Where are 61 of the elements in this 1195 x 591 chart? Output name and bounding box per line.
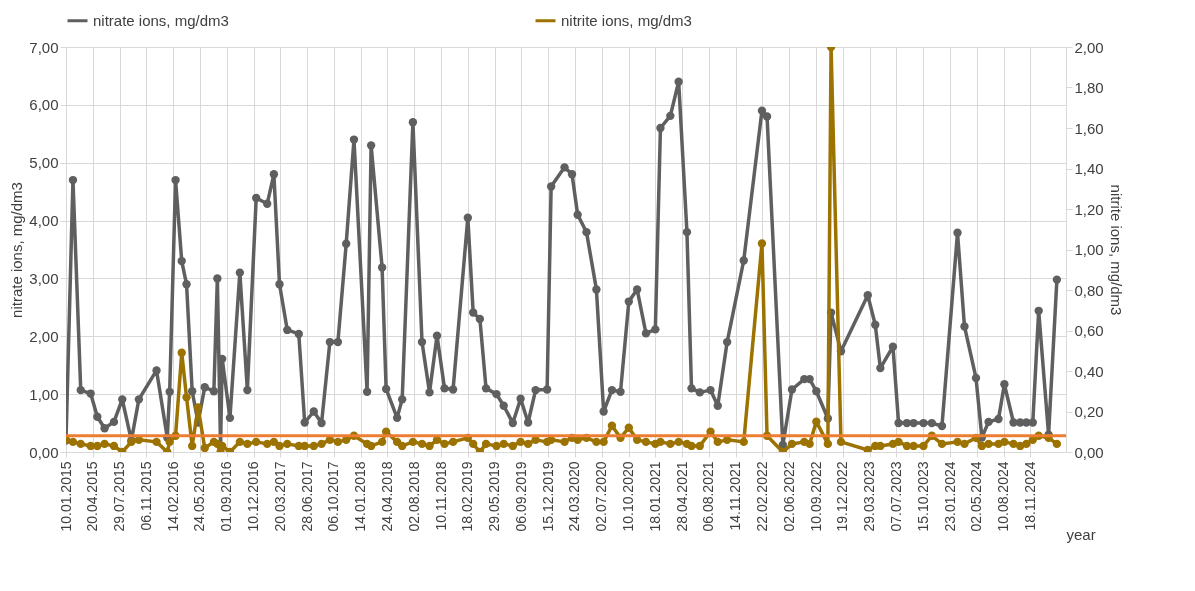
y2-tick-label: 1,00 <box>1074 241 1104 258</box>
x-tick-label: 24.03.2020 <box>566 461 583 532</box>
x-tick-label: 10.12.2016 <box>245 461 262 532</box>
y2-tick-label: 0,00 <box>1074 443 1104 461</box>
y-tick-label: 0,00 <box>29 443 59 461</box>
y2-tick-label: 2,00 <box>1074 38 1104 56</box>
y2-axis-title: nitrite ions, mg/dm3 <box>1107 184 1125 316</box>
y-tick-label: 2,00 <box>29 327 59 345</box>
x-tick-label: 28.04.2021 <box>673 461 690 532</box>
y-tick-label: 4,00 <box>29 212 59 230</box>
y2-tick-label: 0,80 <box>1074 281 1104 299</box>
y2-tick-label: 0,60 <box>1074 322 1104 339</box>
x-tick-label: 10.08.2024 <box>995 461 1012 532</box>
x-tick-label: 14.02.2016 <box>164 461 181 532</box>
y2-tick-label: 1,60 <box>1074 119 1104 137</box>
y2-tick-label: 0,20 <box>1074 403 1104 420</box>
x-tick-label: 24.04.2018 <box>378 461 395 532</box>
x-tick-label: 23.01.2024 <box>941 461 958 532</box>
x-tick-label: 10.10.2020 <box>620 461 637 532</box>
y-tick-label: 6,00 <box>29 96 59 114</box>
x-tick-label: 06.09.2019 <box>512 461 529 532</box>
x-tick-label: 20.03.2017 <box>271 461 288 532</box>
x-tick-label: 15.10.2023 <box>914 461 931 532</box>
y-tick-label: 5,00 <box>29 154 59 172</box>
x-tick-label: 02.05.2024 <box>968 461 985 532</box>
x-tick-label: 14.11.2021 <box>727 461 744 531</box>
x-tick-label: 02.07.2020 <box>593 461 610 532</box>
x-tick-label: 29.03.2023 <box>861 461 878 532</box>
x-tick-label: 10.01.2015 <box>57 461 74 532</box>
x-tick-label: 06.11.2015 <box>137 461 154 531</box>
x-tick-label: 20.04.2015 <box>84 461 101 532</box>
x-tick-label: 06.08.2021 <box>700 461 717 532</box>
x-tick-label: 29.05.2019 <box>486 461 503 532</box>
x-tick-label: 10.11.2018 <box>432 461 449 531</box>
y-tick-label: 7,00 <box>29 38 59 56</box>
x-tick-label: 29.07.2015 <box>111 461 128 532</box>
x-tick-label: 02.06.2022 <box>780 461 797 532</box>
x-tick-label: 15.12.2019 <box>539 461 556 532</box>
x-tick-label: 06.10.2017 <box>325 461 342 532</box>
y2-tick-label: 0,40 <box>1074 362 1104 380</box>
x-tick-label: 19.12.2022 <box>834 461 851 532</box>
y2-tick-label: 1,80 <box>1074 79 1104 96</box>
x-tick-label: 28.06.2017 <box>298 461 315 532</box>
x-tick-label: 18.11.2024 <box>1021 461 1038 531</box>
x-tick-label: 24.05.2016 <box>191 461 208 532</box>
y2-tick-label: 1,20 <box>1074 200 1104 218</box>
legend-label: nitrate ions, mg/dm3 <box>93 11 229 29</box>
x-tick-label: 18.02.2019 <box>459 461 476 532</box>
x-tick-label: 18.01.2021 <box>646 461 663 532</box>
x-axis-title: year <box>1066 525 1096 543</box>
x-tick-label: 07.07.2023 <box>887 461 904 532</box>
x-tick-label: 14.01.2018 <box>352 461 369 532</box>
x-tick-label: 22.02.2022 <box>753 461 770 532</box>
x-tick-label: 10.09.2022 <box>807 461 824 532</box>
legend-label: nitrite ions, mg/dm3 <box>561 11 692 29</box>
x-tick-label: 01.09.2016 <box>218 461 235 532</box>
y-axis-title: nitrate ions, mg/dm3 <box>8 182 26 318</box>
y-tick-label: 1,00 <box>29 385 59 403</box>
y2-tick-label: 1,40 <box>1074 160 1104 177</box>
x-tick-label: 02.08.2018 <box>405 461 422 532</box>
y-tick-label: 3,00 <box>29 269 59 287</box>
